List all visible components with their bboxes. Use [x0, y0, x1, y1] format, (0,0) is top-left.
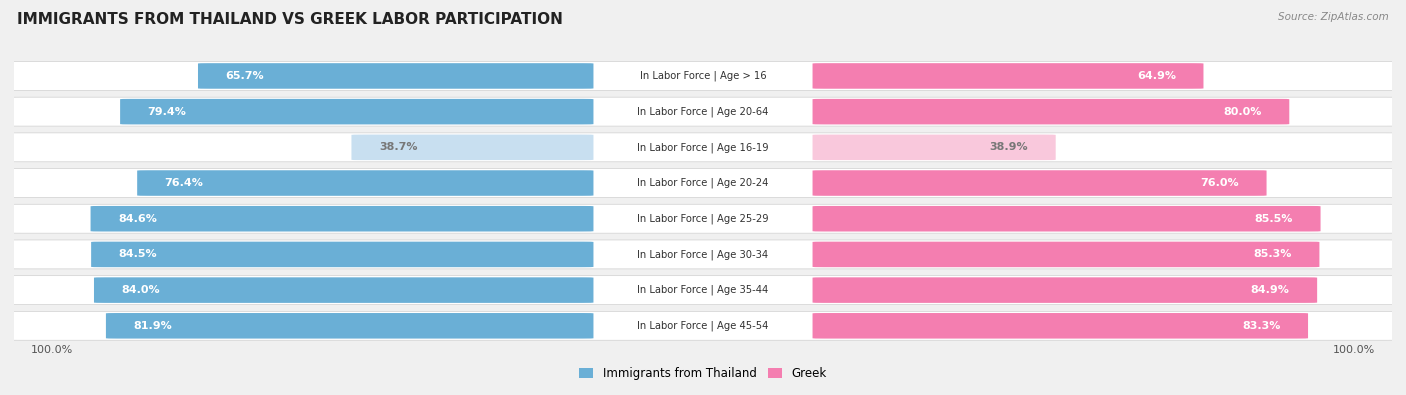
FancyBboxPatch shape	[0, 240, 1406, 269]
FancyBboxPatch shape	[91, 242, 593, 267]
FancyBboxPatch shape	[0, 276, 1406, 305]
Text: 84.0%: 84.0%	[121, 285, 160, 295]
Text: 85.5%: 85.5%	[1254, 214, 1294, 224]
Text: 65.7%: 65.7%	[225, 71, 264, 81]
Text: 76.0%: 76.0%	[1201, 178, 1239, 188]
Text: 100.0%: 100.0%	[31, 345, 73, 355]
FancyBboxPatch shape	[94, 277, 593, 303]
Text: Source: ZipAtlas.com: Source: ZipAtlas.com	[1278, 12, 1389, 22]
Text: 100.0%: 100.0%	[1333, 345, 1375, 355]
FancyBboxPatch shape	[0, 311, 1406, 340]
Text: 85.3%: 85.3%	[1254, 249, 1292, 260]
FancyBboxPatch shape	[120, 99, 593, 124]
FancyBboxPatch shape	[0, 62, 1406, 90]
FancyBboxPatch shape	[0, 97, 1406, 126]
FancyBboxPatch shape	[138, 170, 593, 196]
Text: 38.7%: 38.7%	[380, 142, 418, 152]
FancyBboxPatch shape	[105, 313, 593, 339]
FancyBboxPatch shape	[813, 63, 1204, 89]
Text: In Labor Force | Age 45-54: In Labor Force | Age 45-54	[637, 321, 769, 331]
Text: 83.3%: 83.3%	[1241, 321, 1281, 331]
Text: 76.4%: 76.4%	[165, 178, 204, 188]
Text: In Labor Force | Age 20-24: In Labor Force | Age 20-24	[637, 178, 769, 188]
Text: IMMIGRANTS FROM THAILAND VS GREEK LABOR PARTICIPATION: IMMIGRANTS FROM THAILAND VS GREEK LABOR …	[17, 12, 562, 27]
FancyBboxPatch shape	[813, 135, 1056, 160]
Text: In Labor Force | Age 16-19: In Labor Force | Age 16-19	[637, 142, 769, 152]
FancyBboxPatch shape	[0, 133, 1406, 162]
Legend: Immigrants from Thailand, Greek: Immigrants from Thailand, Greek	[574, 363, 832, 385]
FancyBboxPatch shape	[0, 169, 1406, 198]
Text: In Labor Force | Age > 16: In Labor Force | Age > 16	[640, 71, 766, 81]
FancyBboxPatch shape	[813, 170, 1267, 196]
Text: In Labor Force | Age 25-29: In Labor Force | Age 25-29	[637, 213, 769, 224]
Text: 79.4%: 79.4%	[148, 107, 187, 117]
Text: In Labor Force | Age 35-44: In Labor Force | Age 35-44	[637, 285, 769, 295]
Text: In Labor Force | Age 20-64: In Labor Force | Age 20-64	[637, 106, 769, 117]
FancyBboxPatch shape	[813, 277, 1317, 303]
FancyBboxPatch shape	[352, 135, 593, 160]
Text: 84.5%: 84.5%	[118, 249, 157, 260]
Text: 81.9%: 81.9%	[134, 321, 172, 331]
FancyBboxPatch shape	[813, 313, 1308, 339]
Text: 84.9%: 84.9%	[1251, 285, 1289, 295]
Text: 38.9%: 38.9%	[990, 142, 1028, 152]
FancyBboxPatch shape	[813, 242, 1319, 267]
Text: 64.9%: 64.9%	[1137, 71, 1175, 81]
FancyBboxPatch shape	[0, 204, 1406, 233]
FancyBboxPatch shape	[90, 206, 593, 231]
Text: In Labor Force | Age 30-34: In Labor Force | Age 30-34	[637, 249, 769, 260]
Text: 80.0%: 80.0%	[1223, 107, 1261, 117]
FancyBboxPatch shape	[813, 99, 1289, 124]
Text: 84.6%: 84.6%	[118, 214, 157, 224]
FancyBboxPatch shape	[813, 206, 1320, 231]
FancyBboxPatch shape	[198, 63, 593, 89]
